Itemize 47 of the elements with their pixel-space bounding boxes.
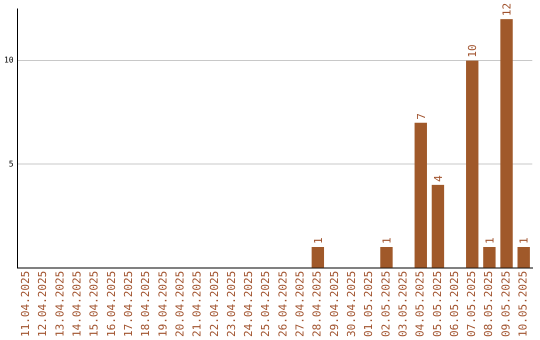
- x-tick-label: 04.05.2025: [414, 270, 427, 338]
- data-label: 1: [518, 237, 531, 244]
- data-label: 7: [414, 113, 428, 120]
- x-tick-label: 11.04.2025: [19, 270, 32, 338]
- y-tick-label: 5: [8, 159, 14, 168]
- bar: [483, 247, 496, 268]
- data-label: 10: [466, 44, 480, 58]
- x-tick-label: 19.04.2025: [156, 270, 170, 338]
- x-tick-label: 21.04.2025: [190, 270, 204, 338]
- bar: [312, 247, 324, 268]
- x-tick-label: 26.04.2025: [276, 270, 290, 338]
- data-label: 1: [380, 237, 394, 244]
- bar: [466, 60, 478, 268]
- x-tick-label: 30.04.2025: [345, 270, 358, 338]
- x-tick-label: 13.04.2025: [53, 270, 66, 338]
- x-tick-label: 10.05.2025: [516, 270, 530, 338]
- x-tick-label: 08.05.2025: [482, 270, 496, 338]
- x-tick-label: 06.05.2025: [448, 270, 461, 338]
- x-tick-label: 12.04.2025: [36, 270, 50, 338]
- x-tick-label: 09.05.2025: [499, 270, 512, 338]
- x-tick-label: 18.04.2025: [139, 270, 152, 338]
- x-tick-label: 03.05.2025: [396, 270, 410, 338]
- data-label: 1: [312, 237, 325, 244]
- data-label: 1: [483, 237, 496, 244]
- x-tick-label: 05.05.2025: [430, 270, 444, 338]
- x-tick-label: 22.04.2025: [208, 270, 221, 338]
- bar: [432, 184, 444, 268]
- bar: [414, 122, 427, 268]
- x-tick-label: 27.04.2025: [294, 270, 307, 338]
- x-tick-label: 20.04.2025: [173, 270, 186, 338]
- x-tick-label: 25.04.2025: [259, 270, 272, 338]
- x-tick-label: 16.04.2025: [104, 270, 118, 338]
- x-tick-label: 24.04.2025: [242, 270, 256, 338]
- bar: [500, 19, 513, 268]
- x-tick-label: 14.04.2025: [70, 270, 84, 338]
- data-label: 12: [500, 2, 514, 16]
- x-tick-label: 07.05.2025: [465, 270, 478, 338]
- x-tick-label: 02.05.2025: [379, 270, 392, 338]
- x-tick-label: 29.04.2025: [328, 270, 341, 338]
- bar: [380, 247, 393, 268]
- x-tick-label: 23.04.2025: [224, 270, 238, 338]
- x-tick-label: 17.04.2025: [122, 270, 135, 338]
- data-label: 4: [432, 174, 445, 182]
- x-tick-label: 28.04.2025: [310, 270, 324, 338]
- x-tick-label: 01.05.2025: [362, 270, 376, 338]
- bar: [518, 247, 530, 268]
- x-tick-label: 15.04.2025: [88, 270, 101, 338]
